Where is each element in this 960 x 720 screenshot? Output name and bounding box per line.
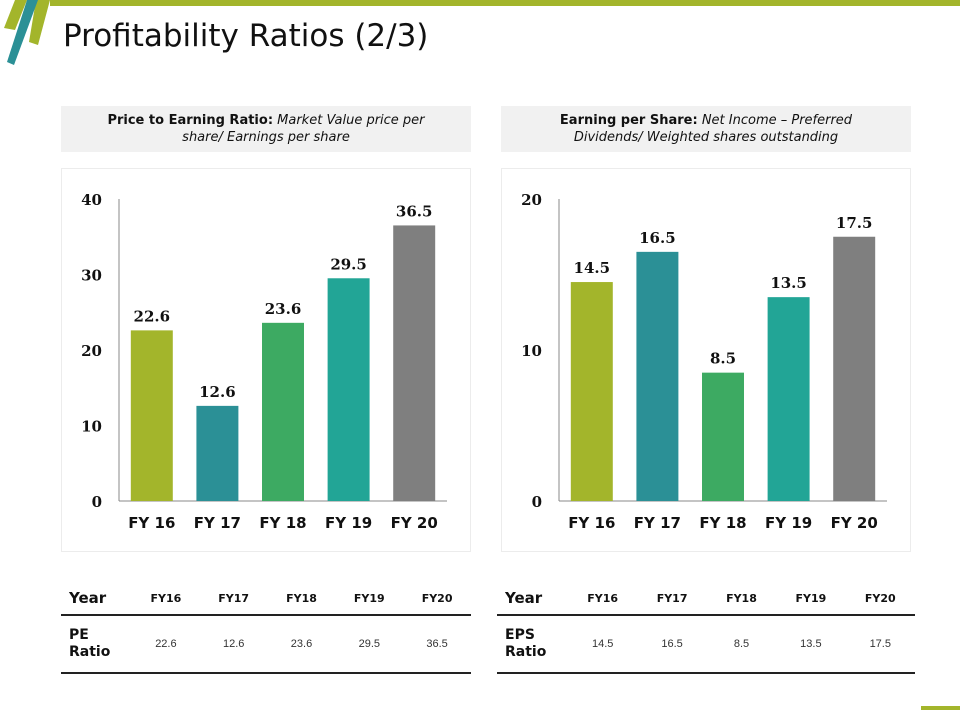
pe-table-row: PE Ratio 22.6 12.6 23.6 29.5 36.5 xyxy=(61,615,471,674)
eps-x-tick-label: FY 17 xyxy=(634,514,681,532)
pe-table-cell: 22.6 xyxy=(132,615,200,674)
pe-table-row-label: PE Ratio xyxy=(61,615,132,674)
pe-formula-line1: Market Value price per xyxy=(277,113,425,128)
eps-bar-fy16 xyxy=(570,282,613,501)
eps-data-label: 14.5 xyxy=(574,259,611,277)
pe-x-tick-label: FY 18 xyxy=(259,514,306,532)
pe-data-label: 22.6 xyxy=(134,307,171,325)
eps-data-label: 16.5 xyxy=(639,229,676,247)
eps-row-label-line1: EPS xyxy=(505,627,535,643)
eps-x-tick-label: FY 18 xyxy=(699,514,746,532)
pe-x-tick-label: FY 20 xyxy=(391,514,438,532)
eps-table-header-year: Year xyxy=(497,582,568,616)
pe-table-cell: 29.5 xyxy=(335,615,404,674)
pe-table-header-year: Year xyxy=(61,582,132,616)
pe-row-label-line2: Ratio xyxy=(69,644,111,660)
eps-y-tick-label: 20 xyxy=(521,191,542,209)
pe-y-tick-label: 30 xyxy=(81,267,102,285)
eps-x-tick-label: FY 16 xyxy=(568,514,615,532)
eps-table-header-cell: FY16 xyxy=(568,582,638,616)
pe-bar-chart: 0 10 20 30 40 22.6 FY 16 12.6 FY 17 23.6 FY 18 29.5… xyxy=(81,191,447,532)
pe-data-label: 23.6 xyxy=(265,300,302,318)
pe-table-header-row: Year FY16 FY17 FY18 FY19 FY20 xyxy=(61,582,471,616)
eps-bar-fy17 xyxy=(636,251,679,501)
eps-y-tick-label: 10 xyxy=(521,342,542,360)
eps-x-tick-label: FY 20 xyxy=(831,514,878,532)
pe-bar-fy16 xyxy=(130,330,173,501)
eps-table-header-cell: FY20 xyxy=(845,582,915,616)
pe-chart-panel: 0 10 20 30 40 22.6 FY 16 12.6 FY 17 23.6 FY 18 29.5… xyxy=(61,168,471,552)
pe-bar-fy20 xyxy=(393,225,436,502)
pe-x-tick-label: FY 19 xyxy=(325,514,372,532)
pe-table-header-cell: FY19 xyxy=(335,582,404,616)
pe-row-label-line1: PE xyxy=(69,627,89,643)
pe-formula-line2: share/ Earnings per share xyxy=(182,130,350,145)
bottom-accent-bar xyxy=(921,706,960,710)
pe-y-tick-label: 0 xyxy=(92,493,102,511)
page-title: Profitability Ratios (2/3) xyxy=(63,18,429,54)
eps-bar-chart: 0 10 20 14.5 FY 16 16.5 FY 17 8.5 FY 18 13.5 FY 19… xyxy=(521,191,887,532)
pe-x-tick-label: FY 17 xyxy=(194,514,241,532)
eps-table: Year FY16 FY17 FY18 FY19 FY20 EPS Ratio 1… xyxy=(497,582,915,674)
top-accent-bar xyxy=(50,0,960,6)
eps-table-header-row: Year FY16 FY17 FY18 FY19 FY20 xyxy=(497,582,915,616)
corner-stripes-decoration xyxy=(4,0,50,65)
eps-row-label-line2: Ratio xyxy=(505,644,547,660)
pe-y-tick-label: 20 xyxy=(81,342,102,360)
pe-table-cell: 23.6 xyxy=(267,615,336,674)
pe-table-cell: 36.5 xyxy=(403,615,471,674)
eps-table-cell: 13.5 xyxy=(776,615,846,674)
eps-table-row: EPS Ratio 14.5 16.5 8.5 13.5 17.5 xyxy=(497,615,915,674)
eps-chart-panel: 0 10 20 14.5 FY 16 16.5 FY 17 8.5 FY 18 13.5 FY 19… xyxy=(501,168,911,552)
pe-formula-box: Price to Earning Ratio: Market Value pri… xyxy=(61,106,471,152)
pe-formula-label: Price to Earning Ratio: xyxy=(107,113,274,128)
pe-table-header-cell: FY17 xyxy=(199,582,268,616)
pe-table-header-cell: FY16 xyxy=(132,582,200,616)
pe-table-header-cell: FY20 xyxy=(403,582,471,616)
pe-table: Year FY16 FY17 FY18 FY19 FY20 PE Ratio 22… xyxy=(61,582,471,674)
eps-bar-fy19 xyxy=(767,297,810,501)
pe-y-tick-label: 10 xyxy=(81,418,102,436)
eps-y-tick-label: 0 xyxy=(532,493,542,511)
eps-table-header-cell: FY17 xyxy=(637,582,707,616)
eps-x-tick-label: FY 19 xyxy=(765,514,812,532)
eps-data-label: 8.5 xyxy=(710,350,736,368)
pe-table-cell: 12.6 xyxy=(199,615,268,674)
pe-x-tick-label: FY 16 xyxy=(128,514,175,532)
eps-formula-label: Earning per Share: xyxy=(559,113,698,128)
pe-bar-fy17 xyxy=(196,405,239,501)
eps-table-cell: 16.5 xyxy=(637,615,707,674)
pe-bar-fy19 xyxy=(327,278,370,501)
eps-formula-line1: Net Income – Preferred xyxy=(701,113,853,128)
eps-table-cell: 14.5 xyxy=(568,615,638,674)
eps-formula-box: Earning per Share: Net Income – Preferre… xyxy=(501,106,911,152)
eps-table-cell: 8.5 xyxy=(706,615,777,674)
pe-data-label: 36.5 xyxy=(396,202,433,220)
pe-data-label: 12.6 xyxy=(199,383,236,401)
eps-bar-fy20 xyxy=(833,236,876,501)
eps-formula-line2: Dividends/ Weighted shares outstanding xyxy=(573,130,839,145)
eps-table-header-cell: FY19 xyxy=(776,582,846,616)
eps-table-row-label: EPS Ratio xyxy=(497,615,568,674)
pe-table-header-cell: FY18 xyxy=(267,582,336,616)
eps-data-label: 17.5 xyxy=(836,214,873,232)
pe-data-label: 29.5 xyxy=(330,255,367,273)
eps-bar-fy18 xyxy=(702,372,744,501)
eps-table-cell: 17.5 xyxy=(845,615,915,674)
pe-bar-fy18 xyxy=(262,322,304,501)
eps-data-label: 13.5 xyxy=(770,274,807,292)
pe-y-tick-label: 40 xyxy=(81,191,102,209)
eps-table-header-cell: FY18 xyxy=(706,582,777,616)
